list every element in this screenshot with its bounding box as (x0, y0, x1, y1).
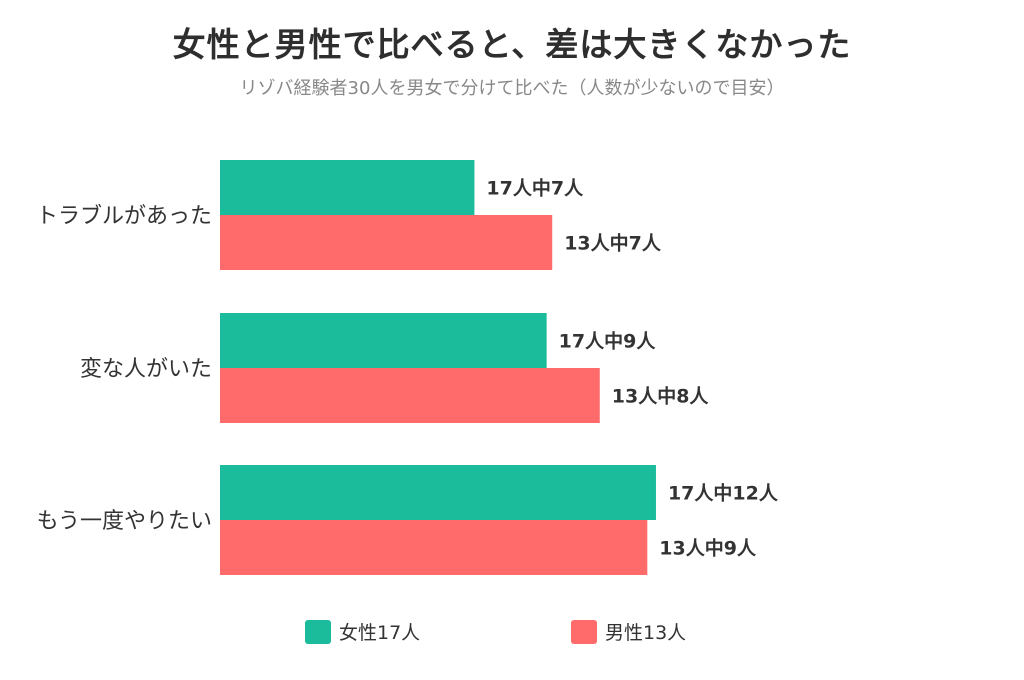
bar-female-1 (220, 313, 547, 368)
legend-swatch-male (571, 619, 597, 644)
bar-female-0 (220, 160, 475, 215)
chart-subtitle: リゾバ経験者30人を男女で分けて比べた（人数が少ないので目安） (239, 78, 785, 99)
bar-male-0 (220, 215, 553, 270)
data-label-male-2: 13人中9人 (659, 537, 757, 560)
category-label-2: もう一度やりたい (37, 509, 212, 534)
legend-item-male: 男性13人 (571, 618, 686, 645)
bar-male-1 (220, 368, 600, 423)
data-label-female-2: 17人中12人 (668, 482, 779, 505)
legend-swatch-female (305, 619, 331, 644)
legend-item-female: 女性17人 (305, 618, 420, 645)
data-label-female-0: 17人中7人 (486, 177, 584, 200)
bar-female-2 (220, 465, 656, 520)
data-label-male-1: 13人中8人 (612, 385, 710, 408)
chart-title: 女性と男性で比べると、差は大きくなかった (172, 25, 852, 64)
legend-label-female: 女性17人 (339, 622, 421, 644)
data-label-male-0: 13人中7人 (564, 232, 662, 255)
category-label-0: トラブルがあった (36, 204, 212, 229)
legend: 女性17人 男性13人 (0, 618, 1024, 648)
legend-label-male: 男性13人 (605, 622, 687, 644)
category-label-1: 変な人がいた (80, 357, 212, 382)
bar-male-2 (220, 520, 648, 575)
data-label-female-1: 17人中9人 (559, 330, 657, 353)
